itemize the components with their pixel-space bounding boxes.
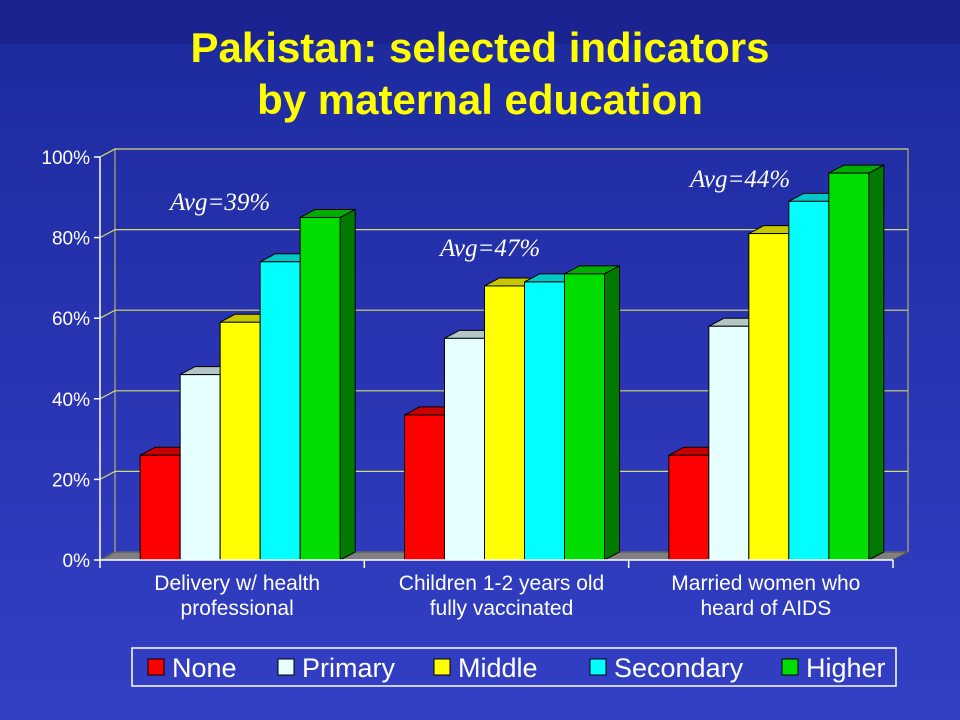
category-label: heard of AIDS	[700, 597, 831, 620]
legend-swatch	[781, 658, 799, 676]
legend-item-secondary: Secondary	[589, 653, 744, 683]
bar-higher-1	[299, 208, 356, 561]
avg-annotation: Avg=44%	[688, 166, 790, 193]
bars	[139, 164, 885, 561]
avg-annotation: Avg=47%	[438, 235, 540, 262]
gridline	[99, 470, 908, 480]
legend-label: Middle	[458, 653, 538, 683]
legend-swatch	[433, 658, 451, 676]
title-line-1: Pakistan: selected indicators	[190, 24, 770, 71]
category-label: professional	[181, 597, 294, 620]
category-label: Delivery w/ health	[154, 572, 320, 595]
top-strip	[0, 0, 960, 44]
y-tick-label: 20%	[52, 470, 90, 491]
category-label: Children 1-2 years old	[399, 572, 604, 595]
title-line-2: by maternal education	[257, 76, 703, 123]
y-tick-label: 40%	[52, 390, 90, 411]
legend-swatch	[589, 658, 607, 676]
gridline	[99, 229, 908, 239]
legend-label: Secondary	[614, 653, 744, 683]
slide-title: Pakistan: selected indicators by materna…	[0, 22, 960, 126]
y-tick-label: 60%	[52, 309, 90, 330]
y-tick-labels: 0% 20% 40% 60% 80% 100%	[41, 148, 90, 572]
y-tick-label: 0%	[63, 551, 91, 572]
legend-item-primary: Primary	[277, 653, 395, 683]
legend-label: Higher	[806, 653, 886, 683]
gridline	[99, 309, 908, 319]
legend-swatch	[277, 658, 295, 676]
avg-annotations: Avg=39% Avg=47% Avg=44%	[168, 166, 790, 262]
legend-item-middle: Middle	[433, 653, 538, 683]
legend-item-higher: Higher	[781, 653, 886, 683]
legend-label: None	[172, 653, 237, 683]
gridline	[99, 148, 908, 158]
legend-frame	[131, 647, 897, 687]
bar-higher-3	[828, 164, 885, 561]
category-label: fully vaccinated	[430, 597, 574, 620]
legend-label: Primary	[302, 653, 395, 683]
y-tick-label: 80%	[52, 229, 90, 250]
axes	[94, 156, 894, 568]
category-label: Married women who	[671, 572, 860, 595]
bar-higher-2	[564, 265, 620, 561]
avg-annotation: Avg=39%	[168, 189, 270, 216]
legend-swatch	[147, 658, 165, 676]
legend: None Primary Middle Secondary Higher	[131, 647, 897, 687]
y-tick-label: 100%	[41, 148, 90, 169]
side-wall-frame	[99, 148, 116, 561]
legend-item-none: None	[147, 653, 237, 683]
gridline	[99, 390, 908, 400]
